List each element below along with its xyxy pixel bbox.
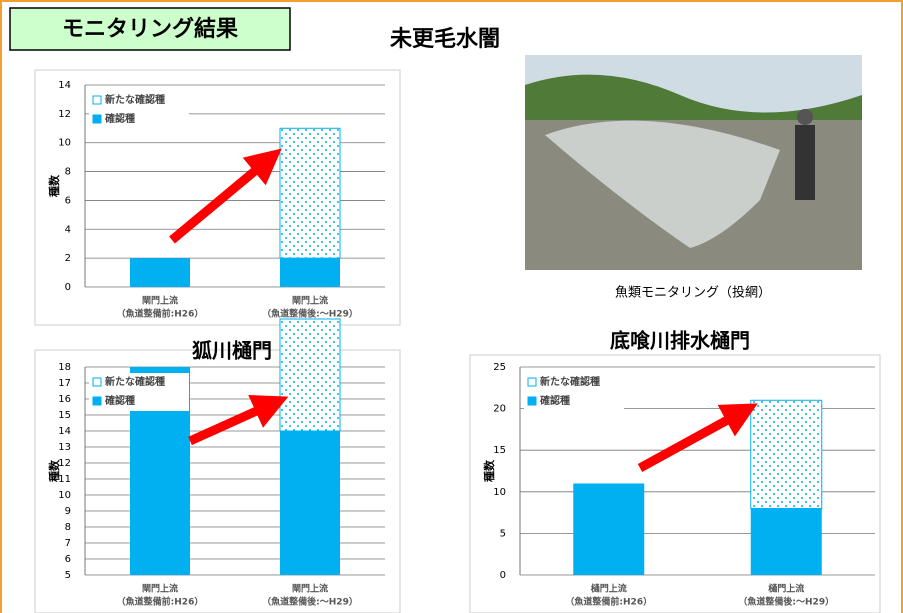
x-tick-label: 閘門上流 bbox=[292, 295, 328, 307]
chart-title: 狐川樋門 bbox=[192, 339, 272, 363]
bar bbox=[280, 319, 340, 431]
y-tick-label: 25 bbox=[493, 362, 506, 373]
y-tick-label: 10 bbox=[58, 490, 71, 501]
y-tick-label: 6 bbox=[65, 195, 71, 206]
legend-swatch bbox=[93, 378, 101, 386]
header-title: モニタリング結果 bbox=[62, 16, 238, 42]
y-tick-label: 15 bbox=[493, 445, 506, 456]
x-tick-label: 閘門上流 bbox=[142, 583, 178, 595]
slide: モニタリング結果 魚類モニタリング（投網） 未更毛水闇 0 2 4 6 8 10 12 14 種数… bbox=[0, 0, 903, 613]
legend-swatch bbox=[528, 378, 536, 386]
y-axis-label: 種数 bbox=[47, 459, 61, 482]
y-tick-label: 0 bbox=[500, 570, 506, 581]
y-tick-label: 5 bbox=[500, 528, 506, 539]
legend-label: 確認種 bbox=[105, 112, 135, 125]
x-tick-note: （魚道整備前:H26） bbox=[565, 596, 652, 608]
x-tick-note: （魚道整備前:H26） bbox=[117, 308, 204, 320]
x-tick-note: （魚道整備前:H26） bbox=[117, 596, 204, 608]
bar bbox=[130, 258, 190, 287]
y-tick-label: 17 bbox=[58, 378, 71, 389]
y-axis-label: 種数 bbox=[482, 459, 496, 482]
bar bbox=[280, 431, 340, 575]
y-tick-label: 2 bbox=[65, 253, 71, 264]
legend-swatch bbox=[93, 96, 101, 104]
x-tick-note: （魚道整備後:〜H29） bbox=[262, 596, 358, 608]
y-tick-label: 4 bbox=[65, 224, 71, 235]
y-tick-label: 8 bbox=[65, 522, 71, 533]
bar bbox=[573, 483, 644, 575]
x-tick-label: 閘門上流 bbox=[142, 295, 178, 307]
y-tick-label: 6 bbox=[65, 554, 71, 565]
photo-caption: 魚類モニタリング（投網） bbox=[615, 285, 771, 301]
y-tick-label: 10 bbox=[58, 138, 71, 149]
y-tick-label: 16 bbox=[58, 394, 71, 405]
y-tick-label: 10 bbox=[493, 487, 506, 498]
chart-title: 未更毛水闇 bbox=[390, 27, 500, 52]
y-tick-label: 5 bbox=[65, 570, 71, 581]
legend-swatch bbox=[528, 397, 536, 405]
y-tick-label: 8 bbox=[65, 167, 71, 178]
y-tick-label: 0 bbox=[65, 282, 71, 293]
y-axis-label: 種数 bbox=[47, 174, 61, 197]
legend-label: 新たな確認種 bbox=[540, 375, 600, 388]
legend-label: 新たな確認種 bbox=[105, 93, 165, 106]
y-tick-label: 15 bbox=[58, 410, 71, 421]
y-tick-label: 12 bbox=[58, 109, 71, 120]
x-tick-note: （魚道整備後:〜H29） bbox=[738, 596, 834, 608]
y-tick-label: 14 bbox=[58, 426, 71, 437]
x-tick-note: （魚道整備後:〜H29） bbox=[262, 308, 358, 320]
legend-label: 確認種 bbox=[540, 394, 570, 407]
y-tick-label: 9 bbox=[65, 506, 71, 517]
legend-label: 新たな確認種 bbox=[105, 375, 165, 388]
bar bbox=[751, 508, 822, 575]
chart-title: 底喰川排水樋門 bbox=[610, 329, 750, 353]
y-tick-label: 7 bbox=[65, 538, 71, 549]
bar bbox=[280, 128, 340, 258]
x-tick-label: 閘門上流 bbox=[292, 583, 328, 595]
bar bbox=[280, 258, 340, 287]
y-tick-label: 13 bbox=[58, 442, 71, 453]
y-tick-label: 20 bbox=[493, 404, 506, 415]
photo bbox=[525, 55, 862, 270]
x-tick-label: 樋門上流 bbox=[768, 583, 804, 595]
y-tick-label: 14 bbox=[58, 80, 71, 91]
x-tick-label: 樋門上流 bbox=[591, 583, 627, 595]
y-tick-label: 18 bbox=[58, 362, 71, 373]
legend-swatch bbox=[93, 397, 101, 405]
legend-swatch bbox=[93, 115, 101, 123]
legend-label: 確認種 bbox=[105, 394, 135, 407]
bar bbox=[751, 400, 822, 508]
